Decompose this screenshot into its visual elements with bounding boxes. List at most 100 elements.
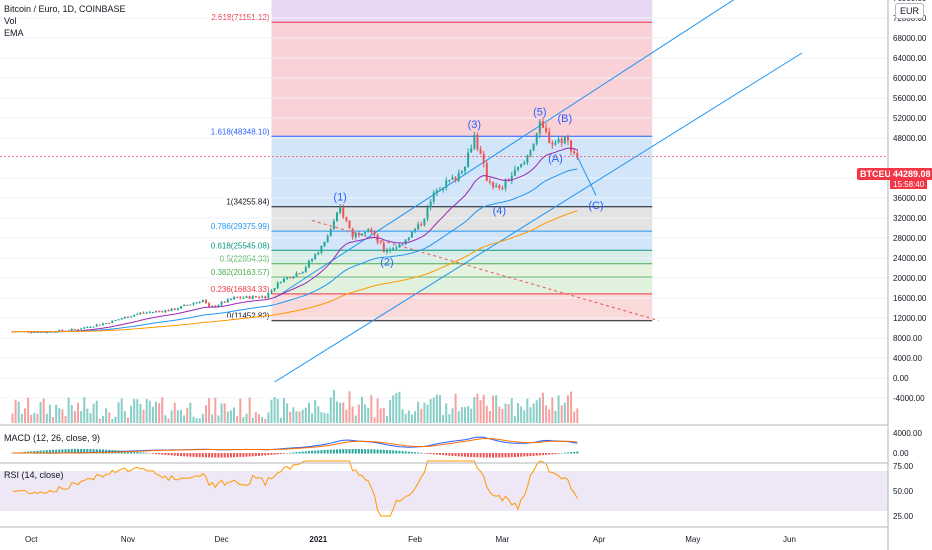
macd-hist-bar <box>510 453 513 458</box>
macd-hist-bar <box>264 453 267 456</box>
volume-bar <box>345 409 348 423</box>
candle-body <box>155 311 158 313</box>
macd-hist-bar <box>77 449 80 454</box>
macd-hist-bar <box>554 453 557 455</box>
macd-hist-bar <box>245 453 248 457</box>
volume-bar <box>261 416 264 423</box>
volume-bar <box>264 418 267 423</box>
volume-bar <box>517 403 520 423</box>
currency-button[interactable]: EUR <box>894 3 924 19</box>
candle-body <box>208 303 211 307</box>
volume-bar <box>239 398 242 423</box>
macd-hist-bar <box>535 453 538 456</box>
candle-body <box>573 151 576 154</box>
candle-body <box>426 207 429 219</box>
volume-bar <box>548 409 551 423</box>
candle-body <box>529 150 532 156</box>
candle-body <box>429 201 432 208</box>
macd-hist-bar <box>276 453 279 455</box>
volume-bar <box>510 398 513 423</box>
candle-body <box>276 282 279 288</box>
volume-bar <box>145 398 148 423</box>
macd-hist-bar <box>320 450 323 454</box>
candle-body <box>389 249 392 251</box>
candle-body <box>570 140 573 152</box>
macd-hist-bar <box>236 453 239 458</box>
rsi-tick-label: 25.00 <box>893 512 914 521</box>
candle-body <box>364 232 367 234</box>
volume-bar <box>189 402 192 423</box>
volume-bar <box>360 396 363 423</box>
macd-hist-bar <box>317 450 320 454</box>
candle-body <box>151 311 154 313</box>
volume-bar <box>339 402 342 423</box>
ema-lines <box>12 147 578 333</box>
candle-body <box>148 311 151 313</box>
candle-body <box>292 276 295 279</box>
macd-hist-bar <box>560 452 563 454</box>
candle-body <box>108 323 111 325</box>
candle-body <box>351 228 354 238</box>
candle-body <box>367 229 370 233</box>
candle-body <box>498 185 501 189</box>
candle-body <box>254 296 257 298</box>
macd-hist-bar <box>52 449 55 454</box>
volume-bar <box>323 412 326 423</box>
rsi-band <box>0 471 888 511</box>
candle-body <box>301 272 304 274</box>
candle-body <box>320 246 323 253</box>
candle-body <box>264 296 267 299</box>
candle-body <box>304 267 307 273</box>
macd-hist-bar <box>208 453 211 458</box>
volume-bar <box>14 399 17 423</box>
macd-hist-bar <box>385 449 388 454</box>
volume-bar <box>407 410 410 423</box>
volume-bar <box>304 407 307 423</box>
x-tick-label: Feb <box>408 535 422 544</box>
candle-body <box>538 121 541 134</box>
candle-body <box>289 277 292 279</box>
macd-hist-bar <box>329 449 332 454</box>
candle-body <box>336 212 339 221</box>
macd-hist-bar <box>226 453 229 458</box>
candle-body <box>114 319 117 321</box>
volume-bar <box>92 403 95 423</box>
ema-fast-line <box>12 147 578 333</box>
rsi-pane <box>0 460 888 517</box>
candle-body <box>214 305 217 307</box>
macd-hist-bar <box>164 453 167 455</box>
candle-body <box>282 278 285 283</box>
macd-hist-bar <box>86 449 89 454</box>
candle-body <box>136 313 139 315</box>
volume-bar <box>17 401 20 423</box>
volume-bar <box>554 410 557 423</box>
volume-bar <box>395 393 398 423</box>
volume-bar <box>236 415 239 423</box>
volume-bar <box>151 406 154 423</box>
candle-body <box>488 181 491 183</box>
candle-body <box>382 243 385 252</box>
price-tick-label: 76000.00 <box>893 0 927 3</box>
volume-bar <box>454 393 457 423</box>
candle-body <box>261 296 264 298</box>
macd-hist-bar <box>529 453 532 457</box>
volume-bar <box>55 404 58 423</box>
volume-bar <box>192 416 195 423</box>
x-tick-label: Nov <box>121 535 135 544</box>
volume-bar <box>179 409 182 423</box>
volume-bar <box>64 416 67 423</box>
macd-hist-bar <box>457 453 460 457</box>
x-tick-label: Dec <box>214 535 228 544</box>
volume-bar <box>89 413 92 423</box>
macd-hist-bar <box>64 449 67 454</box>
candle-body <box>145 312 148 314</box>
candle-body <box>485 163 488 182</box>
macd-hist-bar <box>485 453 488 458</box>
channel-line <box>274 0 735 299</box>
macd-hist-bar <box>270 453 273 455</box>
candle-body <box>439 189 441 191</box>
volume-bar <box>417 401 420 423</box>
volume-bar <box>130 405 133 423</box>
volume-bar <box>279 417 282 423</box>
